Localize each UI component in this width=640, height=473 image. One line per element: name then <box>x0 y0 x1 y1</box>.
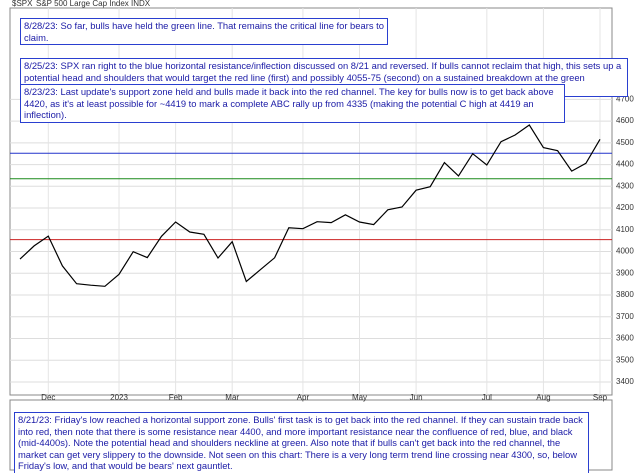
y-tick-label: 4600 <box>616 116 634 125</box>
annotation: 8/28/23: So far, bulls have held the gre… <box>20 18 388 45</box>
y-tick-label: 3600 <box>616 334 634 343</box>
symbol: $SPX <box>12 0 33 8</box>
x-tick-label: Sep <box>593 393 608 402</box>
y-tick-label: 4300 <box>616 181 634 190</box>
y-tick-label: 4200 <box>616 203 634 212</box>
x-tick-label: Dec <box>41 393 55 402</box>
x-tick-label: Jul <box>482 393 492 402</box>
y-tick-label: 3400 <box>616 377 634 386</box>
y-tick-label: 4500 <box>616 138 634 147</box>
price-line <box>19 124 601 287</box>
y-tick-label: 3800 <box>616 290 634 299</box>
y-tick-label: 4400 <box>616 160 634 169</box>
x-tick-label: May <box>352 393 367 402</box>
y-tick-label: 4000 <box>616 247 634 256</box>
y-tick-label: 3900 <box>616 268 634 277</box>
y-tick-label: 4100 <box>616 225 634 234</box>
x-tick-label: Jun <box>410 393 423 402</box>
y-tick-label: 3700 <box>616 312 634 321</box>
index-name: S&P 500 Large Cap Index INDX <box>36 0 151 8</box>
annotation: 8/21/23: Friday's low reached a horizont… <box>14 412 589 473</box>
x-tick-label: Apr <box>297 393 310 402</box>
y-tick-label: 3500 <box>616 355 634 364</box>
annotation: 8/23/23: Last update's support zone held… <box>20 84 565 123</box>
y-tick-label: 4700 <box>616 94 634 103</box>
x-tick-label: Aug <box>536 393 550 402</box>
x-tick-label: 2023 <box>110 393 128 402</box>
x-tick-label: Mar <box>225 393 239 402</box>
x-tick-label: Feb <box>169 393 183 402</box>
